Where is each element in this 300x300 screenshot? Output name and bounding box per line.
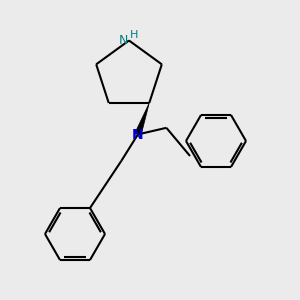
- Text: H: H: [130, 30, 139, 40]
- Polygon shape: [135, 103, 149, 136]
- Text: N: N: [119, 34, 128, 47]
- Text: N: N: [132, 128, 144, 142]
